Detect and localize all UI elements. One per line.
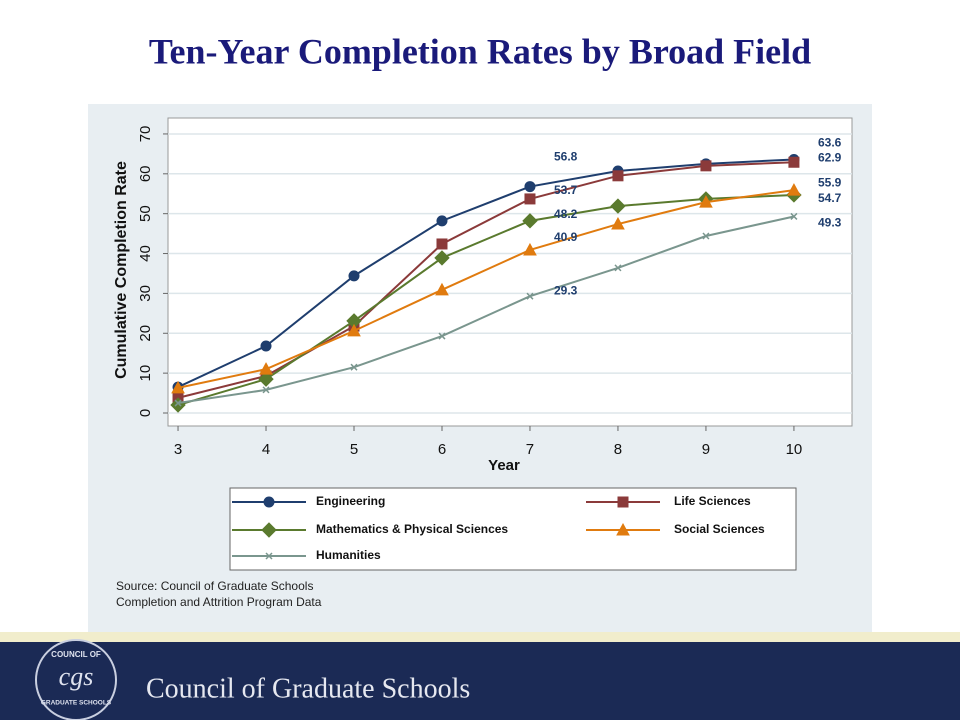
marker (614, 264, 622, 272)
x-tick-label: 5 (350, 441, 358, 458)
legend-label: Engineering (316, 494, 385, 508)
marker (611, 216, 625, 230)
marker (438, 332, 446, 340)
y-tick-label: 40 (137, 245, 154, 262)
x-tick-label: 8 (614, 441, 622, 458)
data-label: 49.3 (818, 216, 842, 230)
y-tick-label: 70 (137, 126, 154, 143)
marker (259, 362, 273, 375)
data-label: 40.9 (554, 230, 578, 244)
legend (229, 487, 797, 571)
marker (788, 156, 800, 168)
series-line (177, 193, 794, 406)
marker (260, 340, 272, 352)
marker (524, 181, 536, 193)
x-tick-label: 3 (174, 441, 182, 458)
data-label: 54.7 (818, 191, 842, 205)
x-tick-label: 6 (438, 441, 446, 458)
marker (699, 195, 713, 208)
source-note: Source: Council of Graduate Schools (116, 579, 313, 593)
marker (790, 212, 798, 220)
legend-label: Life Sciences (674, 494, 751, 508)
marker (522, 213, 538, 229)
plot-area (167, 117, 853, 427)
x-axis-title: Year (488, 457, 520, 474)
marker (262, 386, 270, 394)
y-tick-label: 20 (137, 325, 154, 342)
footer-stripe (0, 632, 960, 642)
legend-label: Mathematics & Physical Sciences (316, 522, 508, 536)
legend-marker (265, 552, 273, 560)
logo-mark: cgs (59, 662, 94, 691)
x-tick-label: 9 (702, 441, 710, 458)
logo (35, 639, 117, 720)
data-label: 63.6 (818, 136, 842, 150)
y-tick-label: 60 (137, 165, 154, 182)
marker (348, 270, 360, 282)
x-tick-label: 7 (526, 441, 534, 458)
legend-marker (263, 496, 275, 508)
source-note: Completion and Attrition Program Data (116, 595, 322, 609)
y-tick-label: 10 (137, 365, 154, 382)
marker (787, 183, 801, 196)
footer-band (0, 632, 960, 720)
data-label: 29.3 (554, 283, 578, 297)
marker (523, 242, 537, 256)
marker (436, 238, 448, 250)
marker (171, 380, 185, 394)
legend-marker (261, 522, 277, 538)
marker (702, 232, 710, 240)
logo-text: GRADUATE SCHOOLS (41, 700, 112, 707)
y-tick-label: 30 (137, 285, 154, 302)
series-line (177, 215, 795, 405)
data-label: 62.9 (818, 150, 842, 164)
marker (435, 282, 449, 296)
chart-title: Ten-Year Completion Rates by Broad Field (149, 31, 811, 71)
series-line (177, 189, 795, 389)
data-label: 53.7 (554, 183, 578, 197)
y-tick-label: 0 (137, 409, 154, 417)
marker (610, 198, 626, 214)
marker (350, 363, 358, 371)
y-axis-title: Cumulative Completion Rate (113, 161, 130, 379)
logo-text: COUNCIL OF (51, 650, 101, 659)
x-tick-label: 4 (262, 441, 270, 458)
data-label: 56.8 (554, 150, 578, 164)
marker (612, 170, 624, 182)
legend-marker (616, 522, 630, 536)
data-label: 55.9 (818, 175, 842, 189)
y-tick-label: 50 (137, 205, 154, 222)
marker (436, 215, 448, 227)
series-line (177, 158, 794, 388)
legend-label: Humanities (316, 548, 381, 562)
marker (700, 160, 712, 172)
marker (524, 193, 536, 205)
legend-marker (617, 496, 629, 508)
marker (258, 371, 274, 387)
marker (347, 323, 361, 337)
marker (174, 399, 182, 407)
x-tick-label: 10 (786, 441, 803, 458)
marker (434, 250, 450, 266)
series-line (177, 161, 794, 399)
data-label: 48.2 (554, 207, 578, 221)
marker (526, 292, 534, 300)
org-name: Council of Graduate Schools (146, 673, 470, 704)
legend-label: Social Sciences (674, 522, 765, 536)
